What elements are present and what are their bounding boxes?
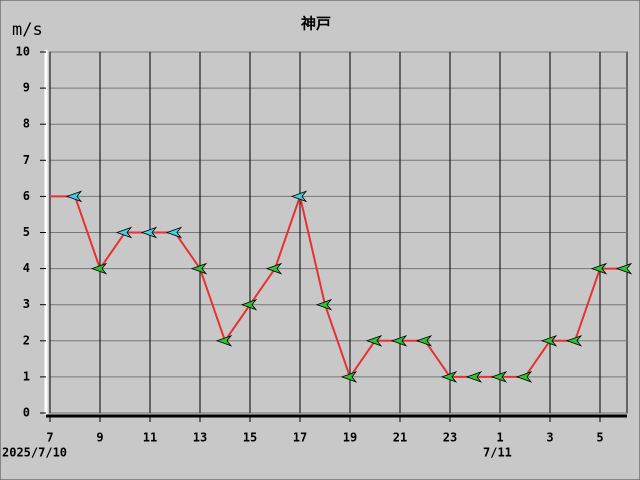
y-tick-label: 6 [23, 189, 30, 203]
y-tick-label: 4 [23, 261, 30, 275]
y-tick-label: 10 [16, 45, 30, 59]
x-tick-label: 19 [343, 431, 357, 445]
wind-arrow [190, 262, 208, 275]
date-label: 7/11 [483, 446, 512, 460]
x-tick-label: 21 [393, 431, 407, 445]
x-tick-label: 3 [546, 431, 553, 445]
y-tick-label: 0 [23, 406, 30, 420]
y-tick-label: 7 [23, 153, 30, 167]
wind-arrow [90, 262, 108, 275]
y-tick-label: 9 [23, 81, 30, 95]
wind-arrow [490, 371, 508, 383]
wind-arrow [290, 190, 308, 203]
y-tick-label: 5 [23, 225, 30, 239]
wind-arrow [265, 262, 283, 275]
wind-arrow [565, 334, 583, 347]
wind-arrow [365, 334, 383, 347]
wind-arrow [240, 298, 258, 311]
wind-arrow [340, 371, 358, 383]
wind-arrow [115, 226, 133, 239]
wind-arrow [315, 298, 333, 311]
x-tick-label: 7 [46, 431, 53, 445]
wind-arrow [140, 226, 158, 239]
wind-arrow [165, 226, 183, 239]
wind-arrow [615, 262, 633, 275]
x-tick-label: 5 [596, 431, 603, 445]
wind-arrow [440, 371, 458, 383]
wind-arrow [215, 334, 233, 347]
x-tick-label: 1 [496, 431, 503, 445]
wind-arrow [590, 262, 608, 275]
wind-arrow [415, 334, 433, 347]
wind-arrow [540, 334, 558, 347]
date-label: 2025/7/10 [2, 446, 67, 460]
y-tick-label: 2 [23, 333, 30, 347]
x-tick-label: 23 [443, 431, 457, 445]
x-tick-label: 17 [293, 431, 307, 445]
x-tick-label: 11 [143, 431, 157, 445]
x-tick-label: 15 [243, 431, 257, 445]
wind-arrow [65, 190, 83, 203]
y-tick-label: 1 [23, 369, 30, 383]
y-tick-label: 3 [23, 297, 30, 311]
y-axis-label: m/s [12, 20, 43, 40]
wind-arrow [515, 371, 533, 383]
x-tick-label: 13 [193, 431, 207, 445]
y-tick-label: 8 [23, 117, 30, 131]
wind-arrow [465, 371, 483, 383]
wind-arrow [390, 334, 408, 347]
chart-title: 神戸 [301, 15, 331, 33]
x-tick-label: 9 [96, 431, 103, 445]
